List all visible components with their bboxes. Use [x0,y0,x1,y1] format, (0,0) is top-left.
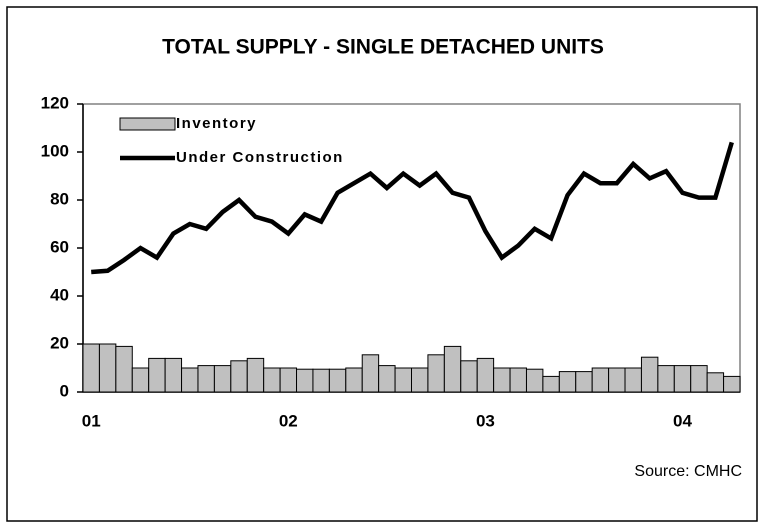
x-tick-label: 03 [476,411,495,430]
chart-title: TOTAL SUPPLY - SINGLE DETACHED UNITS [162,36,604,59]
bar [624,367,642,393]
bar [181,367,199,393]
chart-border [6,6,758,522]
line [91,141,734,275]
bar [378,365,396,393]
bar [213,365,232,393]
bar [427,354,445,393]
bar [476,357,495,393]
bar [443,345,462,393]
y-tick-label: 120 [41,93,69,112]
bar [542,375,560,393]
y-tick-label: 20 [50,333,69,352]
y-tick-label: 40 [50,285,69,304]
bar [279,367,298,393]
bar [673,365,692,393]
x-tick-label: 01 [82,411,101,430]
legend-label: Inventory [176,115,257,132]
bar [296,368,314,393]
bar [131,367,150,393]
bar [197,365,215,393]
x-tick-label: 04 [673,411,692,430]
bar [608,367,626,393]
x-tick-label: 02 [279,411,298,430]
bar [575,371,593,393]
bar [164,357,183,393]
bar [394,367,413,393]
y-tick-label: 100 [41,141,69,160]
bar [411,367,429,393]
bar [640,356,659,393]
bar [460,360,478,393]
bar [558,371,577,393]
bar [525,368,544,393]
bar [657,365,675,393]
bar [591,367,610,393]
bar [493,367,511,393]
bar [115,345,133,393]
bar [263,367,281,393]
bar [312,368,330,393]
bar [98,343,117,393]
bar [82,343,100,393]
bar [723,375,741,393]
bar [690,365,708,393]
source-note: Source: CMHC [634,463,742,480]
legend-swatch [119,117,176,131]
legend-label: Under Construction [176,149,344,166]
y-tick-label: 60 [50,237,69,256]
bar [148,357,166,393]
y-tick-label: 80 [50,189,69,208]
bar [230,360,248,393]
bar [345,367,363,393]
bar [706,372,725,393]
bar [246,357,265,393]
bar [328,368,347,393]
y-tick-label: 0 [60,381,69,400]
bar [361,354,380,393]
bar [509,367,527,393]
